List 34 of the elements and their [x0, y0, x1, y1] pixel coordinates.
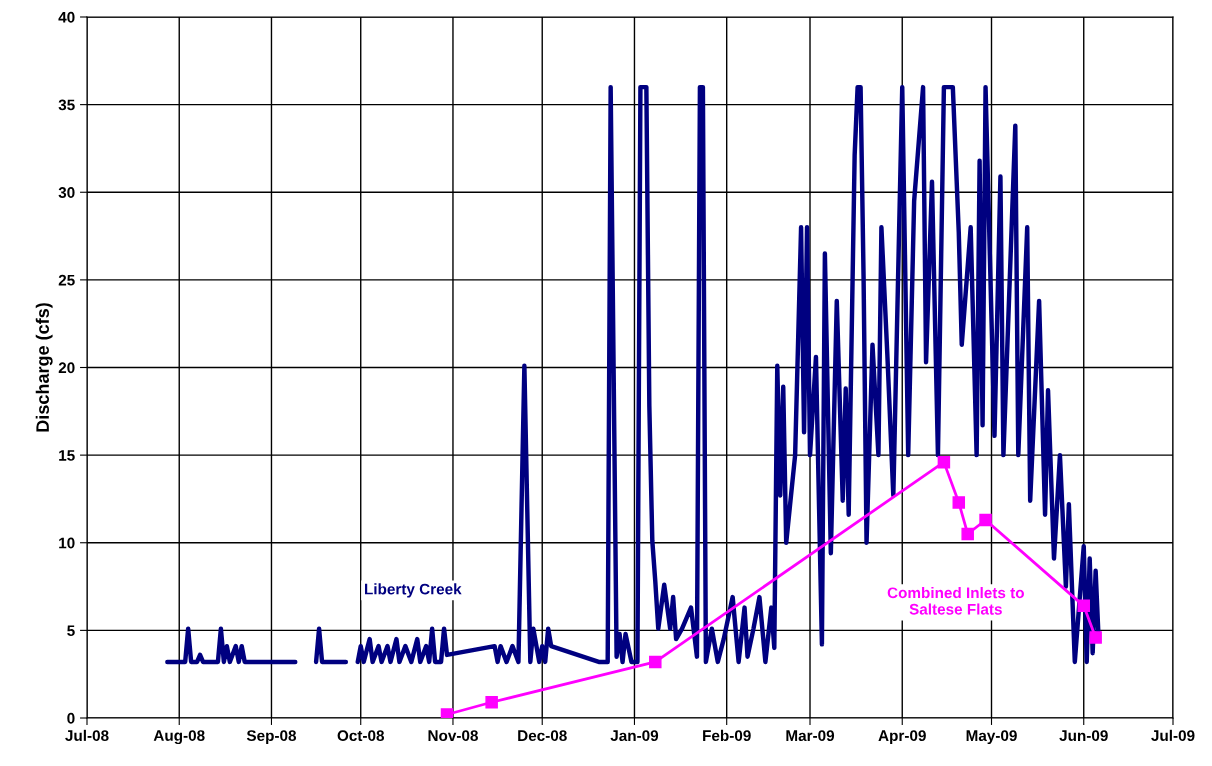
y-tick-label: 40: [58, 11, 75, 23]
y-tick-label: 35: [58, 99, 75, 111]
y-tick-label: 5: [67, 625, 75, 637]
point: [979, 513, 992, 527]
x-tick-label: Nov-08: [428, 730, 478, 742]
point: [1077, 599, 1090, 613]
x-tick-label: Jul-08: [65, 729, 109, 742]
point: [961, 527, 974, 541]
x-tick-label: Aug-08: [153, 730, 205, 745]
x-tick-label: Jul-09: [1151, 729, 1195, 742]
x-tick-label: Jun-09: [1059, 730, 1108, 742]
point: [649, 655, 662, 669]
x-tick-label: May-09: [966, 730, 1017, 745]
y-tick-label: 0: [67, 712, 75, 724]
y-tick-label: 15: [59, 450, 75, 461]
point: [485, 695, 498, 709]
point: [440, 708, 454, 718]
y-tick-label: 30: [58, 187, 75, 198]
x-tick-label: Dec-08: [518, 730, 567, 742]
y-axis-title: Discharge (cfs): [35, 303, 53, 432]
y-tick-label: 10: [59, 537, 75, 549]
text: Liberty Creek: [365, 583, 462, 598]
x-tick-label: Mar-09: [786, 730, 835, 742]
x-tick-label: Feb-09: [703, 729, 751, 742]
point: [952, 496, 966, 509]
x-tick-label: Apr-09: [878, 730, 926, 745]
point: [937, 455, 951, 469]
y-tick-label: 25: [58, 274, 75, 286]
y-tick-label: 20: [58, 362, 75, 374]
series-label: Combined Inlets to Saltese Flats: [887, 586, 1024, 615]
x-tick-label: Jan-09: [610, 730, 659, 742]
point: [1089, 631, 1102, 644]
x-tick-label: Sep-08: [246, 730, 297, 745]
x-tick-label: Oct-08: [337, 730, 385, 742]
